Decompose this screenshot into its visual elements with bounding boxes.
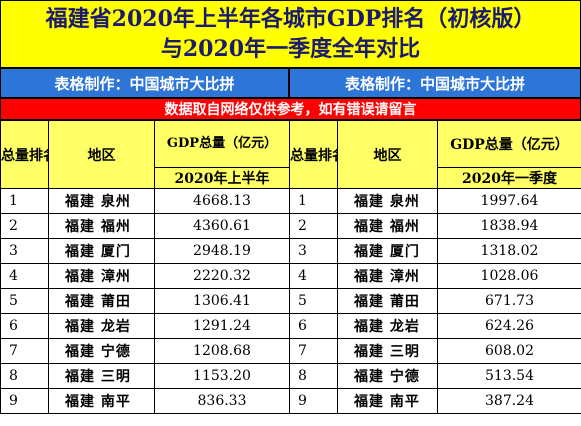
table-row: 4 福建 漳州 2220.32 bbox=[0, 263, 290, 289]
gdp-value-cell: 513.54 bbox=[437, 363, 581, 389]
gdp-value-cell: 1838.94 bbox=[437, 213, 581, 239]
rank-cell: 9 bbox=[0, 388, 49, 414]
sheet-title: 福建省2020年上半年各城市GDP排名（初核版） 与2020年一季度全年对比 bbox=[0, 0, 581, 68]
gdp-value-cell: 836.33 bbox=[154, 388, 290, 414]
region-cell: 福建 龙岩 bbox=[48, 313, 155, 339]
rank-cell: 7 bbox=[0, 338, 49, 364]
table-row: 1 福建 泉州 4668.13 bbox=[0, 188, 290, 214]
rank-cell: 6 bbox=[0, 313, 49, 339]
region-cell: 福建 泉州 bbox=[48, 188, 155, 214]
gdp-value-cell: 671.73 bbox=[437, 288, 581, 314]
rank-cell: 5 bbox=[289, 288, 338, 314]
region-cell: 福建 漳州 bbox=[48, 263, 155, 289]
gdp-value-cell: 4360.61 bbox=[154, 213, 290, 239]
region-cell: 福建 泉州 bbox=[337, 188, 438, 214]
rank-cell: 8 bbox=[289, 363, 338, 389]
h1-2020-table: 总量排名 地区 GDP总量（亿元） 2020年上半年 1福建 泉州4668.13… bbox=[0, 120, 290, 414]
region-cell: 福建 宁德 bbox=[337, 363, 438, 389]
rank-cell: 6 bbox=[289, 313, 338, 339]
gdp-value-cell: 2220.32 bbox=[154, 263, 290, 289]
header-gdp: GDP总量（亿元） bbox=[154, 120, 290, 168]
table-row: 8 福建 三明 1153.20 bbox=[0, 363, 290, 389]
table-row: 8 福建 宁德 513.54 bbox=[289, 363, 581, 389]
region-cell: 福建 莆田 bbox=[48, 288, 155, 314]
region-cell: 福建 福州 bbox=[337, 213, 438, 239]
gdp-value-cell: 624.26 bbox=[437, 313, 581, 339]
region-cell: 福建 三明 bbox=[48, 363, 155, 389]
header-period: 2020年一季度 bbox=[437, 167, 581, 189]
table-row: 2 福建 福州 4360.61 bbox=[0, 213, 290, 239]
header-rank: 总量排名 bbox=[289, 120, 338, 189]
rank-cell: 7 bbox=[289, 338, 338, 364]
region-cell: 福建 厦门 bbox=[337, 238, 438, 264]
table-row: 5 福建 莆田 1306.41 bbox=[0, 288, 290, 314]
data-disclaimer: 数据取自网络仅供参考，如有错误请留言 bbox=[0, 98, 581, 120]
gdp-value-cell: 2948.19 bbox=[154, 238, 290, 264]
table-row: 1 福建 泉州 1997.64 bbox=[289, 188, 581, 214]
gdp-value-cell: 387.24 bbox=[437, 388, 581, 414]
gdp-value-cell: 1208.68 bbox=[154, 338, 290, 364]
gdp-value-cell: 608.02 bbox=[437, 338, 581, 364]
header-period: 2020年上半年 bbox=[154, 167, 290, 189]
table-row: 6 福建 龙岩 624.26 bbox=[289, 313, 581, 339]
table-row: 4 福建 漳州 1028.06 bbox=[289, 263, 581, 289]
region-cell: 福建 宁德 bbox=[48, 338, 155, 364]
header-gdp: GDP总量（亿元） bbox=[437, 120, 581, 168]
gdp-value-cell: 4668.13 bbox=[154, 188, 290, 214]
gdp-value-cell: 1291.24 bbox=[154, 313, 290, 339]
region-cell: 福建 三明 bbox=[337, 338, 438, 364]
rank-cell: 4 bbox=[289, 263, 338, 289]
header-region: 地区 bbox=[48, 120, 155, 189]
maker-credit-left: 表格制作：中国城市大比拼 bbox=[0, 68, 289, 98]
rank-cell: 3 bbox=[289, 238, 338, 264]
table-row: 6 福建 龙岩 1291.24 bbox=[0, 313, 290, 339]
rank-cell: 8 bbox=[0, 363, 49, 389]
region-cell: 福建 莆田 bbox=[337, 288, 438, 314]
gdp-value-cell: 1306.41 bbox=[154, 288, 290, 314]
table-row: 7 福建 三明 608.02 bbox=[289, 338, 581, 364]
rank-cell: 2 bbox=[289, 213, 338, 239]
rank-cell: 3 bbox=[0, 238, 49, 264]
table-row: 7 福建 宁德 1208.68 bbox=[0, 338, 290, 364]
gdp-value-cell: 1028.06 bbox=[437, 263, 581, 289]
maker-credit-right: 表格制作：中国城市大比拼 bbox=[289, 68, 581, 98]
rank-cell: 2 bbox=[0, 213, 49, 239]
table-row: 2 福建 福州 1838.94 bbox=[289, 213, 581, 239]
header-rank: 总量排名 bbox=[0, 120, 49, 189]
table-row: 3 福建 厦门 1318.02 bbox=[289, 238, 581, 264]
title-line-1: 福建省2020年上半年各城市GDP排名（初核版） bbox=[45, 6, 536, 32]
header-region: 地区 bbox=[337, 120, 438, 189]
gdp-value-cell: 1153.20 bbox=[154, 363, 290, 389]
title-line-2: 与2020年一季度全年对比 bbox=[160, 36, 421, 62]
table-row: 5 福建 莆田 671.73 bbox=[289, 288, 581, 314]
gdp-value-cell: 1318.02 bbox=[437, 238, 581, 264]
table-row: 9 福建 南平 836.33 bbox=[0, 388, 290, 414]
region-cell: 福建 南平 bbox=[48, 388, 155, 414]
table-row: 9 福建 南平 387.24 bbox=[289, 388, 581, 414]
table-row: 3 福建 厦门 2948.19 bbox=[0, 238, 290, 264]
q1-2020-table: 总量排名 地区 GDP总量（亿元） 2020年一季度 1福建 泉州1997.64… bbox=[289, 120, 581, 414]
region-cell: 福建 南平 bbox=[337, 388, 438, 414]
region-cell: 福建 福州 bbox=[48, 213, 155, 239]
rank-cell: 1 bbox=[0, 188, 49, 214]
rank-cell: 1 bbox=[289, 188, 338, 214]
rank-cell: 5 bbox=[0, 288, 49, 314]
region-cell: 福建 漳州 bbox=[337, 263, 438, 289]
gdp-value-cell: 1997.64 bbox=[437, 188, 581, 214]
rank-cell: 9 bbox=[289, 388, 338, 414]
region-cell: 福建 龙岩 bbox=[337, 313, 438, 339]
rank-cell: 4 bbox=[0, 263, 49, 289]
region-cell: 福建 厦门 bbox=[48, 238, 155, 264]
